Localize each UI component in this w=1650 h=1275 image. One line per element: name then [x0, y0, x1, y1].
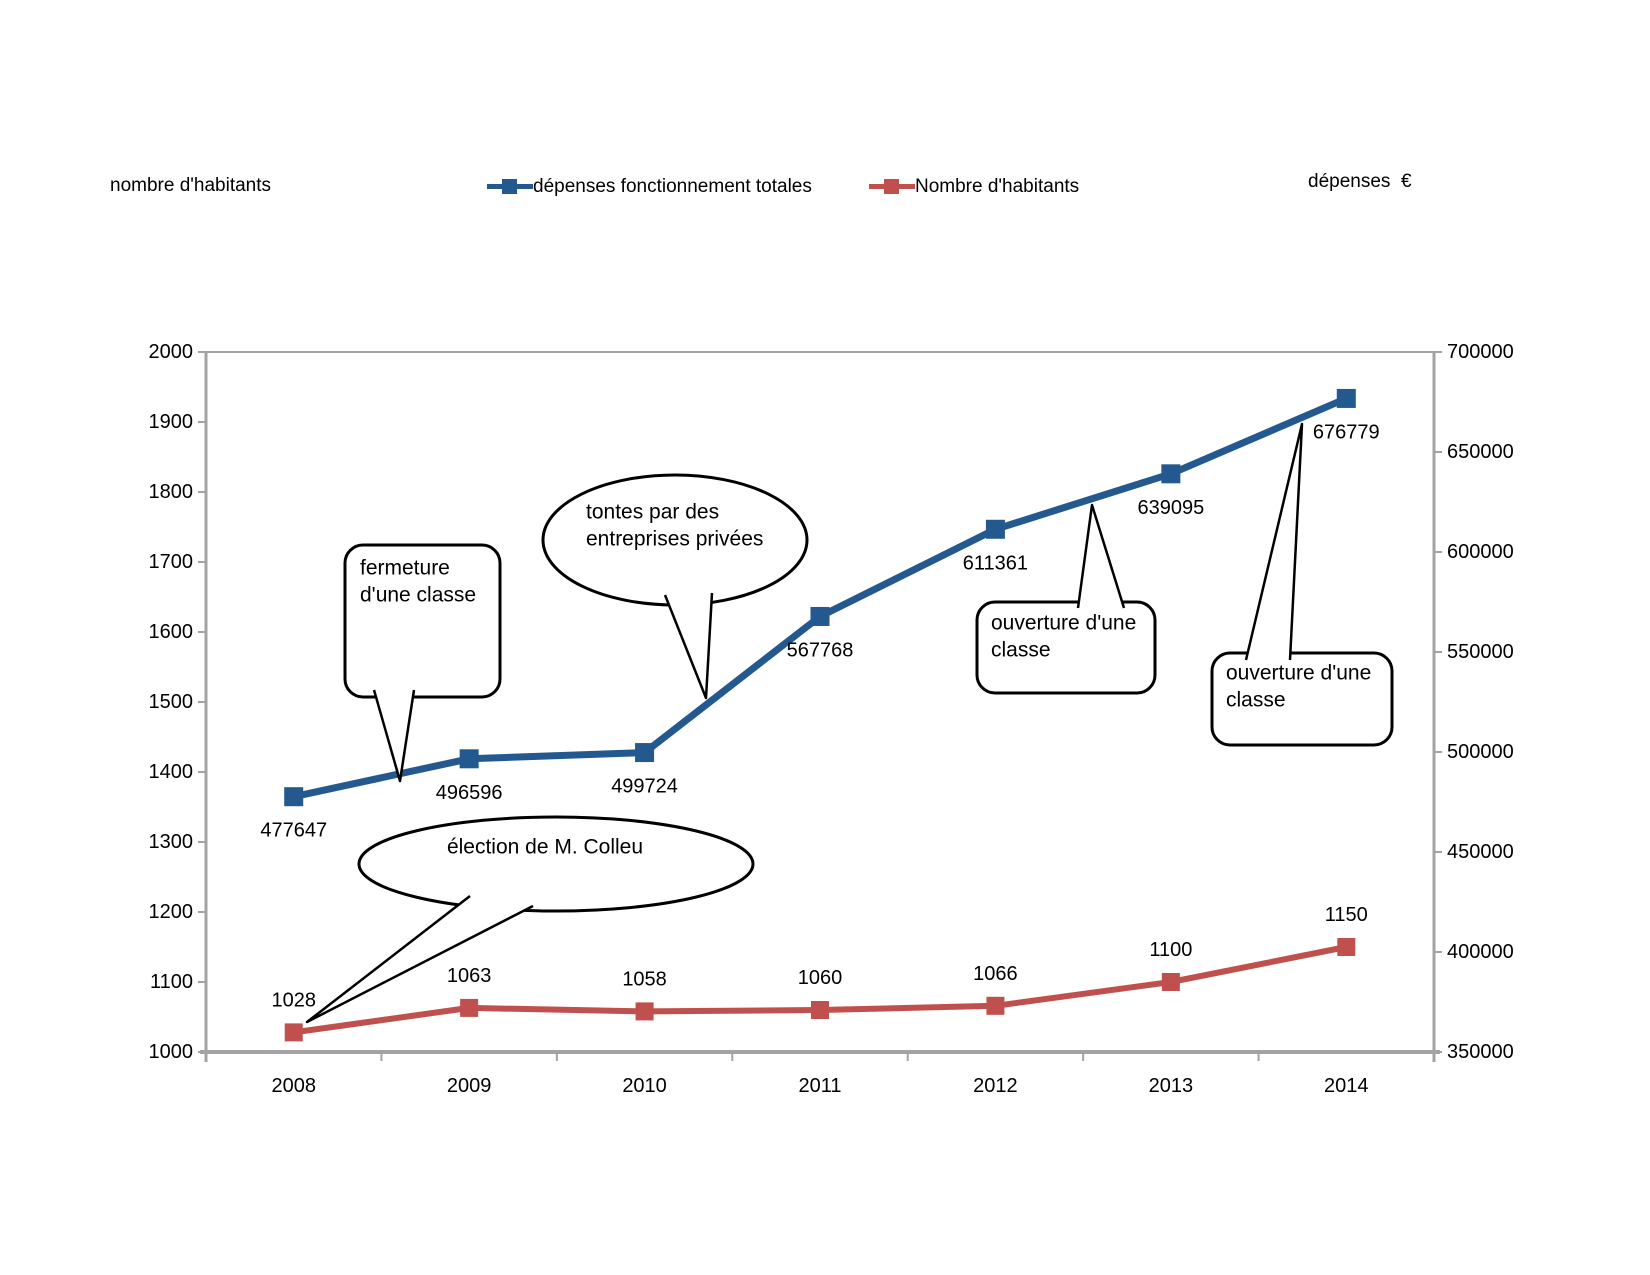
callout-bubble-election — [357, 815, 755, 913]
left-axis-tick-label: 1400 — [149, 761, 194, 783]
callout-text-tontes: tontes par des — [586, 501, 719, 524]
data-point-marker — [459, 749, 479, 769]
data-point-marker — [460, 998, 479, 1017]
x-axis-category-label: 2011 — [798, 1075, 841, 1097]
right-axis-tick-label: 700000 — [1447, 341, 1514, 363]
callout-tail-election — [305, 895, 534, 1024]
callout-text-ouverture-classe-2: classe — [1226, 689, 1286, 712]
data-point-marker — [985, 519, 1005, 539]
right-axis-tick-label: 350000 — [1447, 1041, 1514, 1063]
data-point-marker — [284, 1023, 303, 1042]
data-label: 611361 — [963, 552, 1028, 574]
right-axis-tick-label: 550000 — [1447, 641, 1514, 663]
callout-text-ouverture-classe-1: ouverture d'une — [991, 612, 1136, 635]
callout-tail-tontes — [663, 592, 714, 700]
data-label: 639095 — [1137, 497, 1204, 519]
right-axis-tick-label: 500000 — [1447, 741, 1514, 763]
callout-tail-fermeture — [372, 689, 416, 783]
data-point-marker — [1161, 464, 1181, 484]
x-axis-category-label: 2013 — [1149, 1075, 1194, 1097]
data-label: 1028 — [271, 989, 316, 1011]
left-axis-tick-label: 1200 — [149, 901, 194, 923]
data-label: 567768 — [787, 639, 854, 661]
right-axis-tick-label: 650000 — [1447, 441, 1514, 463]
data-label: 477647 — [260, 820, 327, 842]
data-point-marker — [635, 1002, 654, 1021]
data-label: 499724 — [611, 776, 678, 798]
data-label: 676779 — [1313, 421, 1380, 443]
left-axis-tick-label: 1900 — [149, 411, 194, 433]
right-axis-tick-label: 600000 — [1447, 541, 1514, 563]
callout-box-ouverture-classe-1 — [975, 600, 1157, 695]
data-label: 1100 — [1149, 939, 1192, 961]
callout-box-ouverture-classe-2 — [1210, 651, 1394, 747]
callout-box-fermeture — [343, 543, 502, 699]
data-label: 496596 — [436, 782, 503, 804]
callout-text-fermeture: d'une classe — [360, 584, 476, 607]
x-axis-category-label: 2008 — [271, 1075, 316, 1097]
x-axis-category-label: 2009 — [447, 1075, 492, 1097]
right-axis-title: dépenses € — [1308, 171, 1412, 192]
callout-text-ouverture-classe-1: classe — [991, 639, 1051, 662]
data-label: 1058 — [622, 968, 667, 990]
left-axis-tick-label: 1600 — [149, 621, 194, 643]
data-point-marker — [1337, 938, 1356, 956]
left-axis-tick-label: 1500 — [149, 691, 194, 713]
data-point-marker — [811, 1001, 829, 1019]
data-label: 1063 — [447, 965, 492, 987]
legend-label-depenses: dépenses fonctionnement totales — [533, 175, 812, 197]
left-axis-tick-label: 1700 — [149, 551, 194, 573]
left-axis-tick-label: 1300 — [149, 831, 194, 853]
left-axis-tick-label: 2000 — [149, 341, 194, 363]
data-point-marker — [635, 743, 655, 763]
legend-label-habitants: Nombre d'habitants — [915, 175, 1080, 197]
right-axis-tick-label: 400000 — [1447, 941, 1514, 963]
right-axis-tick-label: 450000 — [1447, 841, 1514, 863]
legend-item-depenses: dépenses fonctionnement totales — [487, 176, 812, 197]
x-axis-category-label: 2012 — [973, 1075, 1018, 1097]
left-axis-tick-label: 1100 — [150, 971, 193, 993]
callout-tail-ouverture-classe-1 — [1076, 503, 1126, 609]
legend-marker-depenses-icon — [487, 176, 533, 197]
data-label: 1066 — [973, 963, 1018, 985]
x-axis-category-label: 2014 — [1324, 1075, 1369, 1097]
left-axis-tick-label: 1800 — [149, 481, 194, 503]
left-axis-title: nombre d'habitants — [110, 175, 272, 196]
callout-text-election: élection de M. Colleu — [447, 836, 643, 859]
callout-text-tontes: entreprises privées — [586, 528, 763, 551]
left-axis-tick-label: 1000 — [149, 1041, 194, 1063]
legend-marker-habitants-icon — [869, 176, 915, 197]
callout-text-fermeture: fermeture — [360, 557, 450, 580]
data-point-marker — [1336, 388, 1356, 408]
data-point-marker — [284, 787, 304, 807]
x-axis-category-label: 2010 — [622, 1075, 667, 1097]
data-label: 1060 — [798, 967, 843, 989]
callout-tail-ouverture-classe-2 — [1244, 422, 1304, 661]
data-label: 1150 — [1325, 904, 1368, 926]
data-point-marker — [986, 996, 1005, 1015]
legend-item-habitants: Nombre d'habitants — [869, 176, 1079, 197]
data-point-marker — [1161, 973, 1180, 991]
data-point-marker — [810, 606, 830, 626]
callout-text-ouverture-classe-2: ouverture d'une — [1226, 662, 1371, 685]
